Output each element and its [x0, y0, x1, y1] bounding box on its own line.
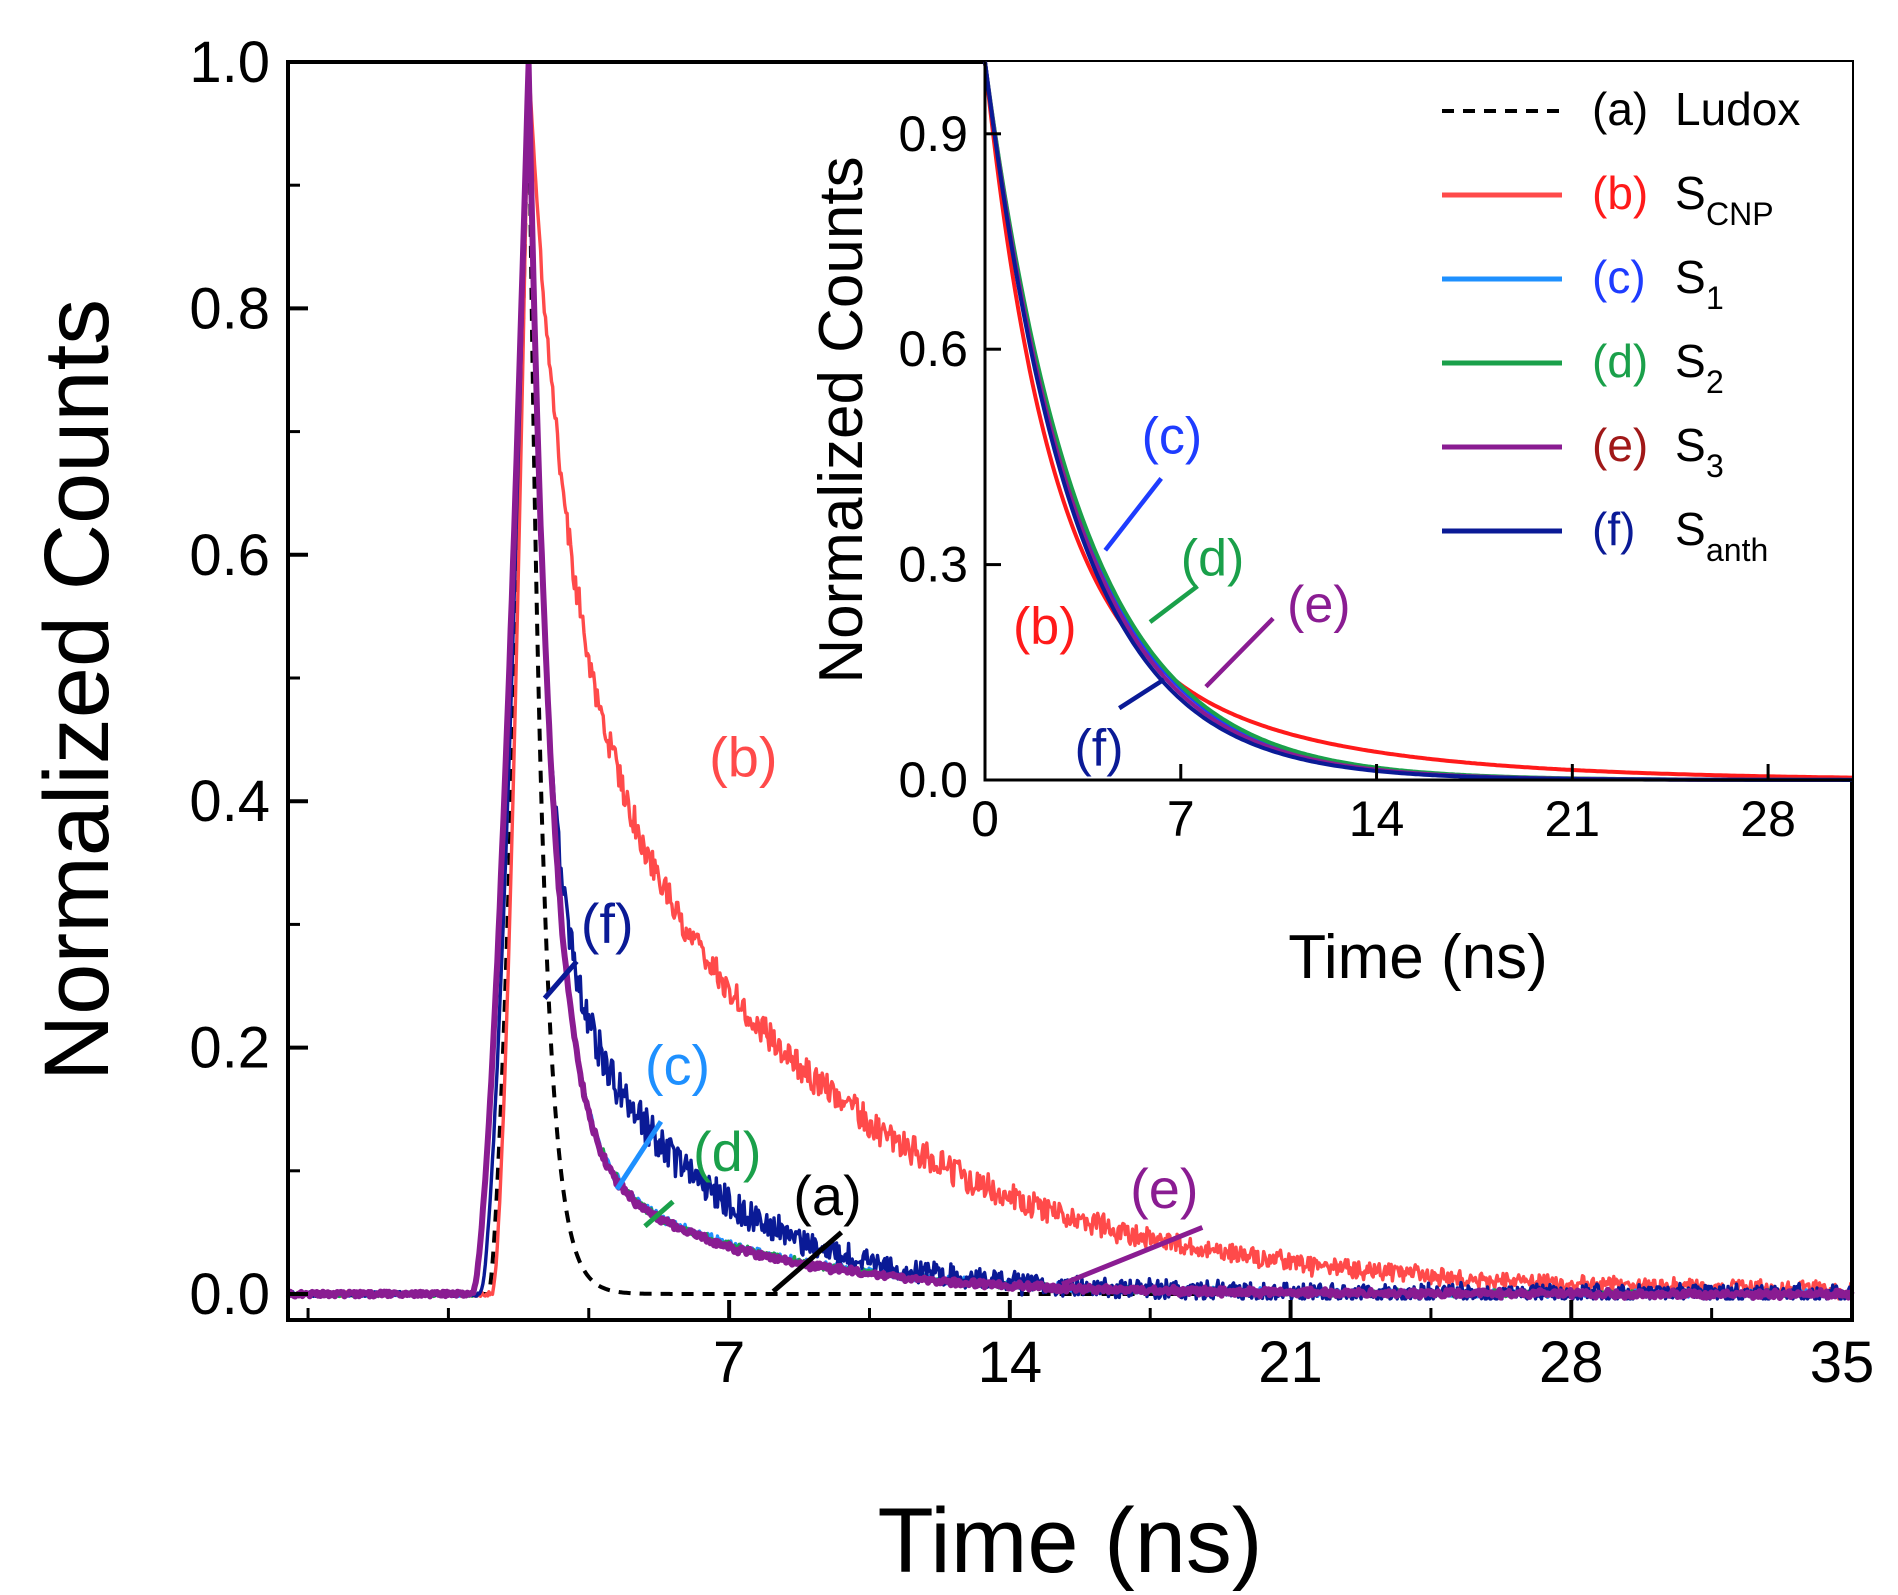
legend-label: (d)	[1592, 335, 1648, 387]
main-annotation-leader-d	[643, 1199, 675, 1229]
inset-x-tick-label: 21	[1545, 791, 1601, 847]
main-chart: (a)(b)(c)(d)(e)(f) 7 14 21 28 350.00.20.40.6…	[26, 30, 1874, 1592]
legend-series-subscript: anth	[1706, 532, 1768, 568]
inset-annotation-f: (f)	[1074, 720, 1123, 778]
main-tick-group: 7 14 21 28 350.00.20.40.60.81.0	[189, 30, 1874, 1395]
main-y-tick-label: 0.0	[189, 1262, 270, 1327]
main-annotation-leader-f	[542, 959, 579, 1000]
inset-x-tick-label: 0	[971, 791, 999, 847]
inset-y-tick-label: 0.3	[898, 537, 968, 593]
legend-series-subscript: 1	[1706, 280, 1724, 316]
inset-annotation-leader-e	[1204, 616, 1275, 689]
inset-annotation-d: (d)	[1181, 529, 1245, 587]
main-x-tick-label: 35	[1810, 1330, 1875, 1395]
main-annotation-f: (f)	[581, 892, 634, 955]
main-x-tick-label: 21	[1258, 1330, 1323, 1395]
inset-annotation-group: (b) (c) (d) (e) (f)	[1013, 407, 1351, 777]
inset-chart: (b)(c)(d)(e)(f) 0 7 14 21 280.00.30.60.9 Tim…	[807, 61, 1852, 992]
legend-series-name: S	[1675, 167, 1706, 219]
inset-annotation-leader-f	[1118, 677, 1166, 711]
main-y-tick-label: 0.6	[189, 523, 270, 588]
legend-label: (a)	[1592, 83, 1648, 135]
main-annotation-b: (b)	[709, 726, 777, 789]
legend-label: (c)	[1592, 251, 1646, 303]
legend-label: (b)	[1592, 167, 1648, 219]
inset-background	[985, 62, 1852, 780]
inset-x-tick-label: 7	[1167, 791, 1195, 847]
inset-x-tick-label: 28	[1740, 791, 1796, 847]
inset-annotation-b: (b)	[1013, 598, 1077, 656]
legend-label: (e)	[1592, 419, 1648, 471]
main-annotation-e: (e)	[1130, 1157, 1198, 1220]
legend-series-subscript: 2	[1706, 364, 1724, 400]
inset-y-tick-label: 0.0	[898, 752, 968, 808]
main-series-e-line	[285, 60, 1855, 1301]
main-y-tick-label: 0.4	[189, 769, 270, 834]
inset-annotation-c: (c)	[1142, 407, 1203, 465]
main-y-axis-title: Normalized Counts	[26, 299, 128, 1081]
main-annotation-d: (d)	[693, 1120, 761, 1183]
main-annotation-a: (a)	[793, 1164, 861, 1227]
inset-x-axis-title: Time (ns)	[1288, 923, 1547, 992]
legend-series-name: S	[1675, 251, 1706, 303]
main-annotation-c: (c)	[645, 1034, 710, 1097]
main-annotation-leader-a	[771, 1230, 844, 1294]
legend-series-subscript: CNP	[1706, 196, 1774, 232]
main-y-tick-label: 0.8	[189, 276, 270, 341]
legend-series-name: S	[1675, 503, 1706, 555]
legend-series-name: Ludox	[1675, 83, 1800, 135]
main-y-tick-label: 1.0	[189, 30, 270, 95]
main-x-tick-label: 28	[1539, 1330, 1604, 1395]
main-annotation-leader-c	[614, 1120, 664, 1191]
main-annotation-group: (a) (b) (c) (d) (e) (f)	[542, 726, 1204, 1294]
main-y-tick-label: 0.2	[189, 1016, 270, 1081]
legend-series-subscript: 3	[1706, 448, 1724, 484]
main-x-tick-label: 14	[978, 1330, 1043, 1395]
inset-y-axis-title: Normalized Counts	[807, 156, 876, 683]
inset-y-tick-label: 0.6	[898, 321, 968, 377]
main-x-tick-label: 7	[713, 1330, 745, 1395]
inset-annotation-leader-c	[1103, 477, 1163, 552]
main-series-group	[285, 60, 1855, 1301]
main-annotation-leader-e	[1061, 1225, 1204, 1287]
legend-series-name: S	[1675, 419, 1706, 471]
legend-series-name: S	[1675, 335, 1706, 387]
legend-label: (f)	[1592, 503, 1635, 555]
inset-tick-group: 0 7 14 21 280.00.30.60.9	[898, 106, 1795, 847]
inset-x-tick-label: 14	[1349, 791, 1405, 847]
inset-annotation-leader-d	[1148, 584, 1199, 624]
inset-annotation-e: (e)	[1287, 576, 1351, 634]
inset-y-tick-label: 0.9	[898, 106, 968, 162]
main-series-b-line	[286, 61, 1854, 1301]
main-x-axis-title: Time (ns)	[877, 1490, 1262, 1592]
